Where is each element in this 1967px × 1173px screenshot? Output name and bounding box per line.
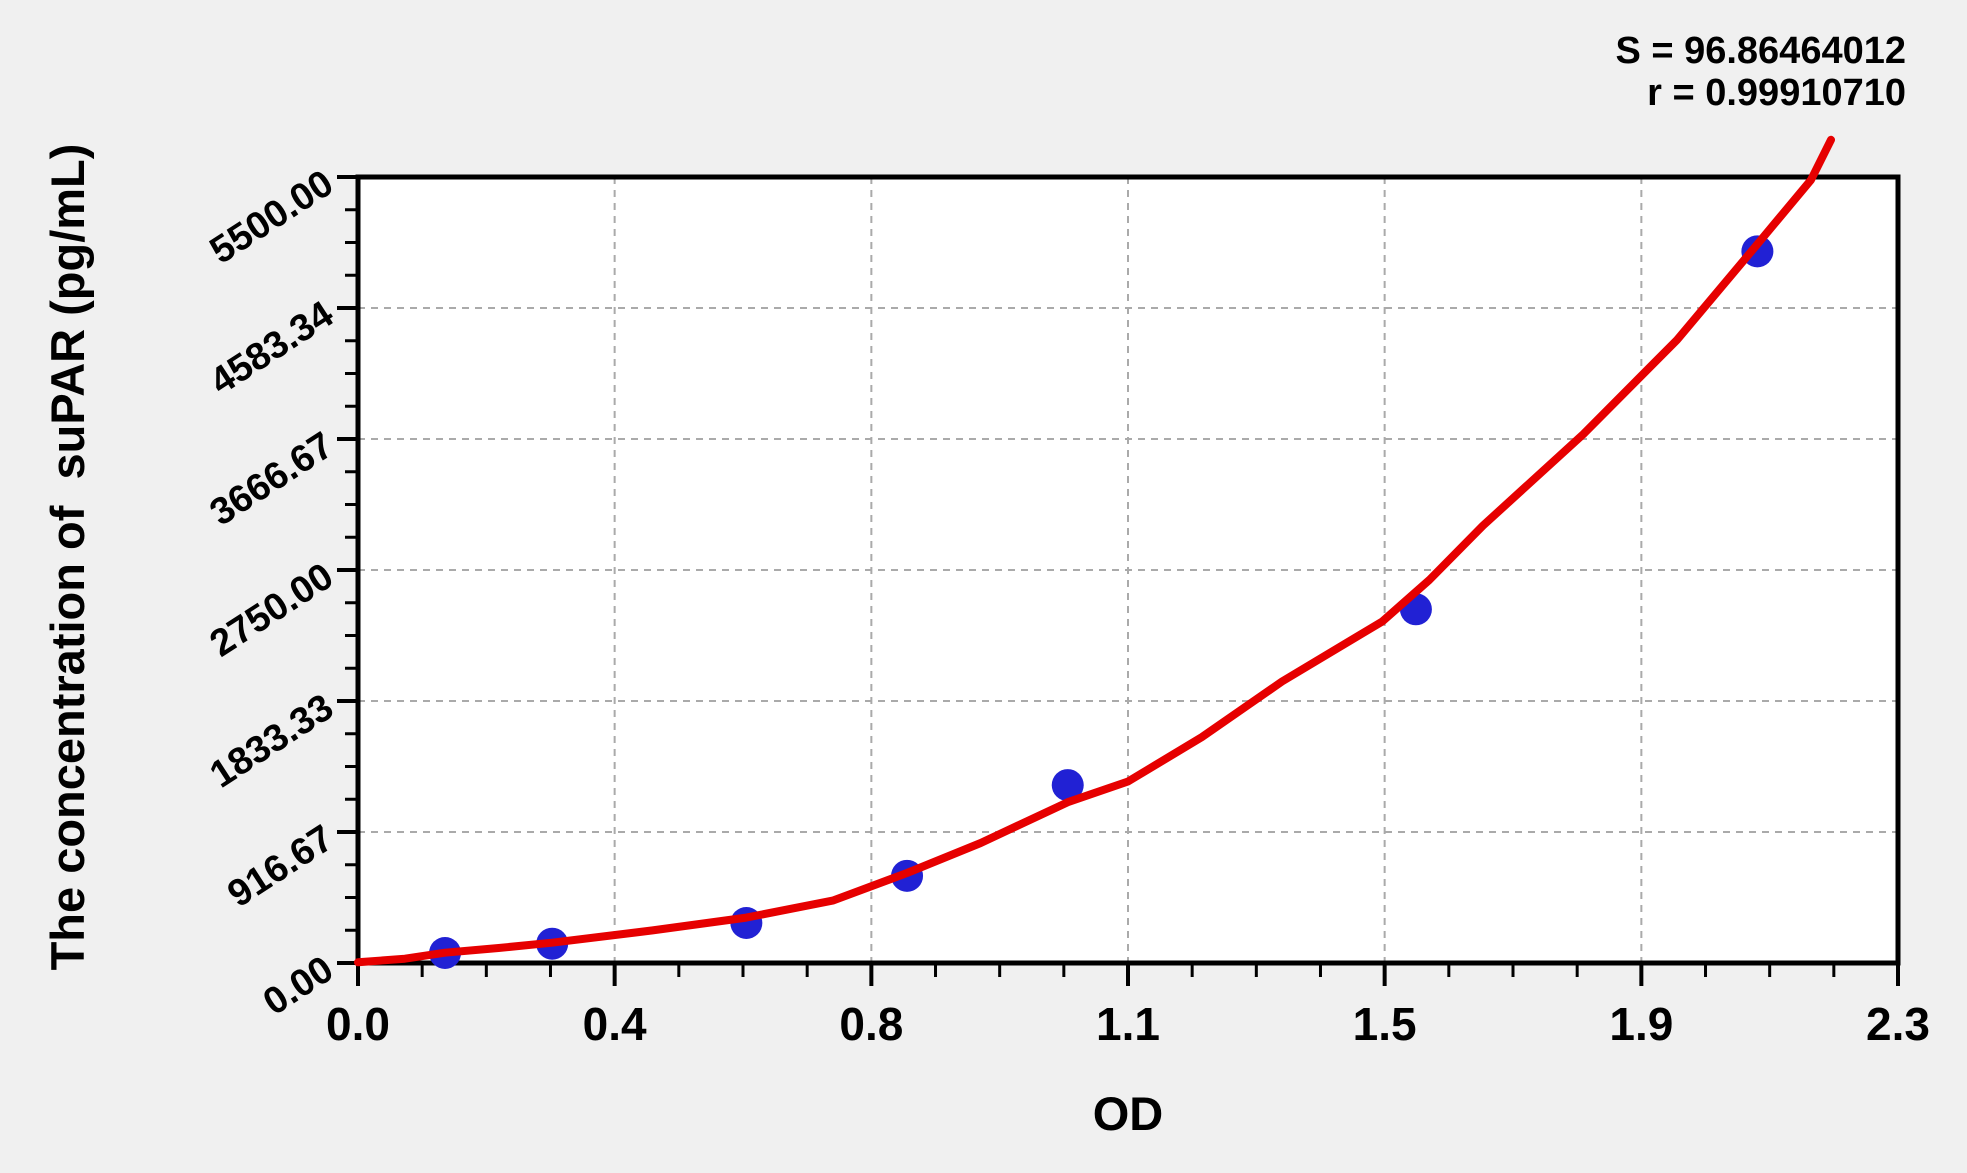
r-value: r = 0.99910710 <box>1647 72 1906 114</box>
y-tick-label: 2750.00 <box>203 555 341 665</box>
x-tick-label: 0.8 <box>839 998 903 1050</box>
data-point <box>1051 769 1084 802</box>
s-value: S = 96.86464012 <box>1615 30 1906 72</box>
y-tick-label: 3666.67 <box>203 424 341 534</box>
x-tick-label: 1.9 <box>1609 998 1673 1050</box>
x-tick-label: 1.5 <box>1353 998 1417 1050</box>
y-tick-label: 4583.34 <box>203 293 341 403</box>
x-tick-label: 0.0 <box>326 998 390 1050</box>
y-axis-title: The concentration of suPAR (pg/mL) <box>41 143 94 971</box>
x-tick-label: 2.3 <box>1866 998 1930 1050</box>
stats-annotation: S = 96.86464012 r = 0.99910710 <box>1615 30 1906 114</box>
x-axis-title: OD <box>1092 1087 1164 1140</box>
x-tick-label: 0.4 <box>583 998 647 1050</box>
y-tick-label: 1833.33 <box>203 686 341 796</box>
fitted-curve <box>354 135 1835 967</box>
y-tick-label: 5500.00 <box>203 162 341 272</box>
y-tick-label: 916.67 <box>221 817 341 916</box>
x-tick-label: 1.1 <box>1096 998 1160 1050</box>
